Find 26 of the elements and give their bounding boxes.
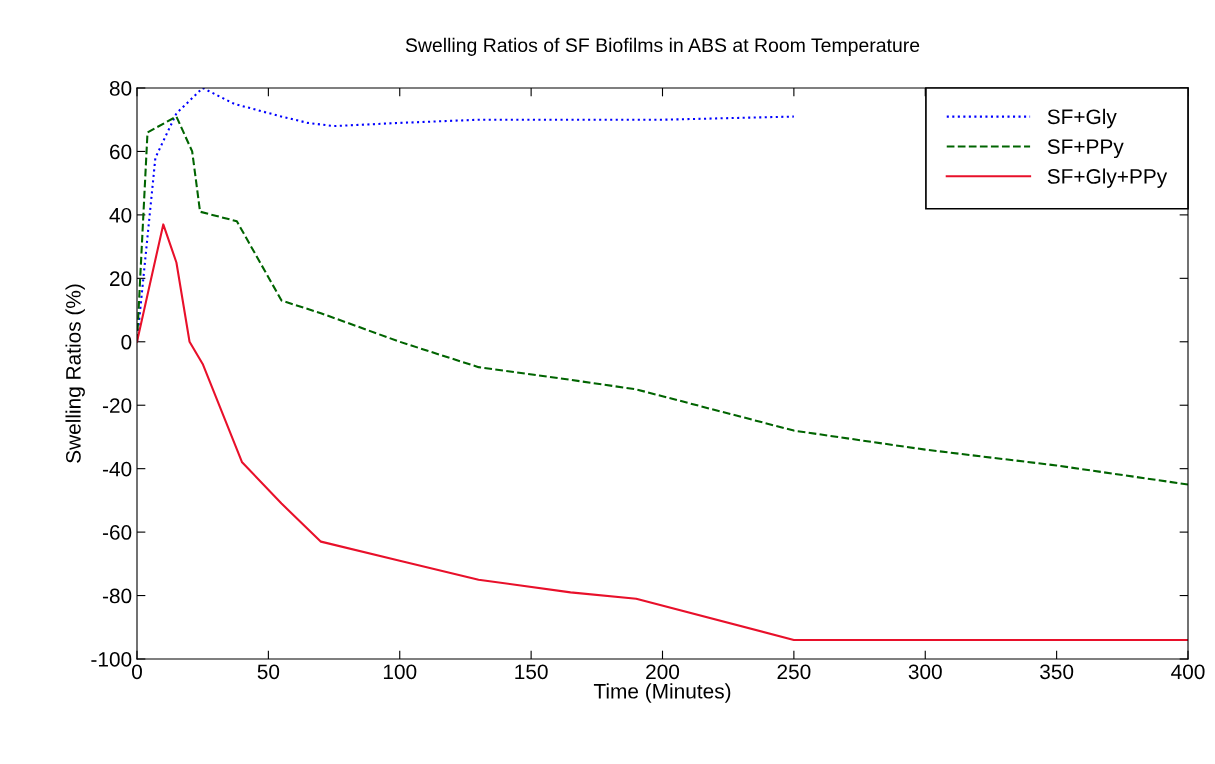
x-tick-label: 50	[257, 664, 280, 680]
x-tick-label: 200	[646, 664, 680, 680]
x-tick-label: 250	[777, 664, 811, 680]
y-tick-label: 80	[109, 81, 132, 96]
x-tick-label: 400	[1171, 664, 1205, 680]
y-tick-label: -20	[102, 398, 132, 413]
y-tick-label: -60	[102, 525, 132, 540]
y-tick-label: 0	[121, 334, 132, 350]
legend-label: SF+PPy	[1047, 139, 1124, 159]
y-tick-label: -80	[102, 588, 132, 604]
y-tick-label: 20	[110, 271, 132, 287]
y-axis-title: Swelling Ratios (%)	[65, 284, 85, 463]
x-tick-label: 300	[908, 664, 942, 680]
y-tick-label: -100	[91, 652, 132, 667]
legend-label: SF+Gly+PPy	[1047, 168, 1168, 188]
x-tick-label: 100	[383, 664, 417, 680]
y-tick-label: 60	[110, 144, 132, 160]
x-tick-label: 150	[515, 664, 548, 680]
x-tick-label: 0	[132, 664, 142, 680]
y-tick-label: 40	[109, 207, 132, 223]
x-tick-label: 350	[1040, 664, 1074, 680]
chart-title: Swelling Ratios of SF Biofilms in ABS at Room Temperature	[405, 37, 920, 56]
line-series	[137, 223, 1188, 642]
x-axis-title: Time (Minutes)	[593, 683, 731, 703]
y-tick-label: -40	[102, 461, 132, 477]
legend-label: SF+Gly	[1047, 108, 1117, 129]
